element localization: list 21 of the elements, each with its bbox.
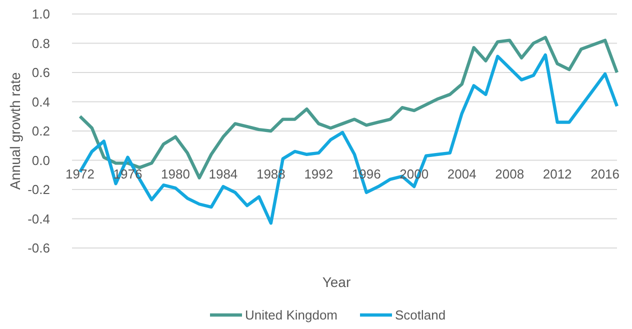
x-tick-label: 2012 [542,166,572,182]
y-tick-label: 1.0 [32,6,50,22]
y-tick-label: 0.0 [32,152,50,168]
x-tick-label: 1984 [208,166,238,182]
legend-label: Scotland [395,308,446,323]
x-tick-label: 1980 [161,166,190,182]
x-tick-label: 1972 [66,166,94,182]
y-tick-label: 0.6 [32,65,50,80]
y-tick-label: -0.2 [28,182,50,198]
x-tick-label: 2016 [590,166,620,182]
legend-label: United Kingdom [245,308,338,323]
y-tick-label: 0.2 [32,124,50,139]
x-tick-label: 2008 [495,166,524,182]
y-tick-label: 0.4 [32,94,50,110]
y-tick-label: -0.4 [28,211,50,226]
y-tick-label: -0.6 [28,240,50,256]
x-tick-label: 2004 [447,166,476,182]
y-axis-title: Annual growth rate [7,72,23,190]
x-axis-title: Year [322,274,351,290]
x-tick-label: 1992 [304,166,334,182]
y-tick-label: 0.8 [32,36,50,51]
